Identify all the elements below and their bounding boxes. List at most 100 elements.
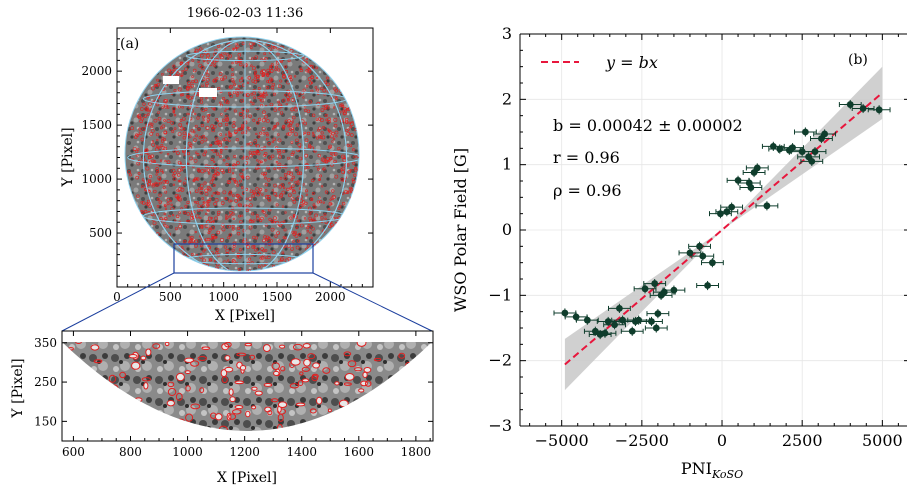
contour: [224, 197, 228, 200]
inset-contour: [93, 359, 103, 364]
contour: [260, 247, 264, 251]
contour: [281, 251, 285, 255]
contour: [220, 201, 225, 205]
inset-contour: [307, 353, 316, 360]
contour: [187, 81, 191, 86]
contour: [277, 107, 281, 111]
contour: [248, 114, 252, 119]
contour: [161, 171, 165, 174]
contour: [172, 110, 176, 113]
solar-disk: [124, 36, 360, 272]
contour: [227, 224, 231, 229]
contour: [298, 156, 303, 161]
contour: [195, 201, 199, 205]
inset-contour: [228, 388, 234, 396]
contour: [342, 106, 347, 111]
contour: [265, 86, 269, 90]
contour: [204, 212, 208, 216]
panel-b-axes: −5000 −2500 0 2500 5000 −3 −2 −1 0 1 2 3: [488, 24, 907, 450]
inset-contour: [343, 351, 352, 357]
contour: [177, 197, 182, 202]
contour: [288, 121, 293, 126]
contour: [310, 75, 314, 79]
contour: [304, 153, 308, 158]
contour: [145, 166, 150, 171]
contour: [155, 173, 158, 176]
contour: [235, 94, 239, 97]
inset-contour: [141, 377, 152, 382]
contour: [324, 217, 327, 221]
contour: [325, 118, 328, 122]
inset-contour: [228, 413, 237, 420]
contour: [245, 175, 250, 180]
contour: [219, 133, 223, 136]
contour: [146, 113, 150, 117]
contour: [161, 72, 164, 76]
contour: [272, 92, 276, 96]
contour: [210, 194, 214, 197]
contour: [213, 64, 216, 68]
contour: [226, 42, 231, 47]
contour: [214, 141, 218, 145]
contour: [191, 75, 194, 78]
contour: [198, 63, 203, 68]
inset-contour: [234, 380, 244, 385]
contour: [184, 204, 188, 208]
contour: [277, 100, 280, 104]
contour: [217, 44, 221, 48]
contour: [160, 139, 165, 143]
contour: [310, 198, 314, 202]
contour: [299, 68, 303, 73]
contour: [190, 213, 194, 217]
contour: [308, 143, 311, 147]
contour: [154, 83, 158, 87]
inset-contour: [190, 403, 201, 410]
contour: [202, 59, 206, 63]
contour: [135, 149, 139, 153]
contour: [231, 248, 235, 252]
contour: [222, 78, 225, 81]
contour: [257, 135, 261, 138]
inset-contour: [244, 342, 253, 347]
contour: [237, 195, 242, 200]
contour: [240, 186, 244, 189]
contour: [132, 147, 137, 152]
contour: [235, 194, 239, 198]
contour: [156, 83, 161, 87]
contour: [267, 198, 272, 202]
annotation-rho: ρ = 0.96: [553, 181, 622, 200]
contour: [322, 125, 326, 130]
contour: [288, 123, 293, 127]
contour: [209, 180, 214, 184]
contour: [292, 190, 297, 195]
contour: [172, 177, 177, 181]
contour: [337, 206, 341, 210]
contour: [222, 260, 227, 265]
contour: [276, 122, 280, 126]
contour: [208, 228, 212, 232]
contour: [284, 119, 289, 124]
contour: [142, 102, 146, 106]
contour: [188, 240, 192, 244]
contour: [231, 73, 235, 77]
contour: [151, 209, 154, 212]
contour: [190, 253, 194, 256]
contour: [265, 119, 270, 123]
contour: [231, 194, 235, 198]
contour: [221, 227, 226, 232]
inset-contour: [276, 423, 283, 431]
contour: [163, 119, 166, 122]
contour: [229, 94, 234, 98]
contour: [140, 185, 144, 189]
contour: [175, 72, 180, 77]
contour: [290, 178, 294, 182]
contour: [155, 84, 158, 87]
data-point: [561, 309, 569, 317]
contour: [267, 178, 271, 182]
inset-contour: [277, 401, 288, 409]
contour: [273, 216, 277, 221]
x-tick-label: 2000: [315, 290, 346, 304]
contour: [255, 214, 259, 217]
contour: [215, 140, 220, 145]
contour: [233, 129, 238, 134]
